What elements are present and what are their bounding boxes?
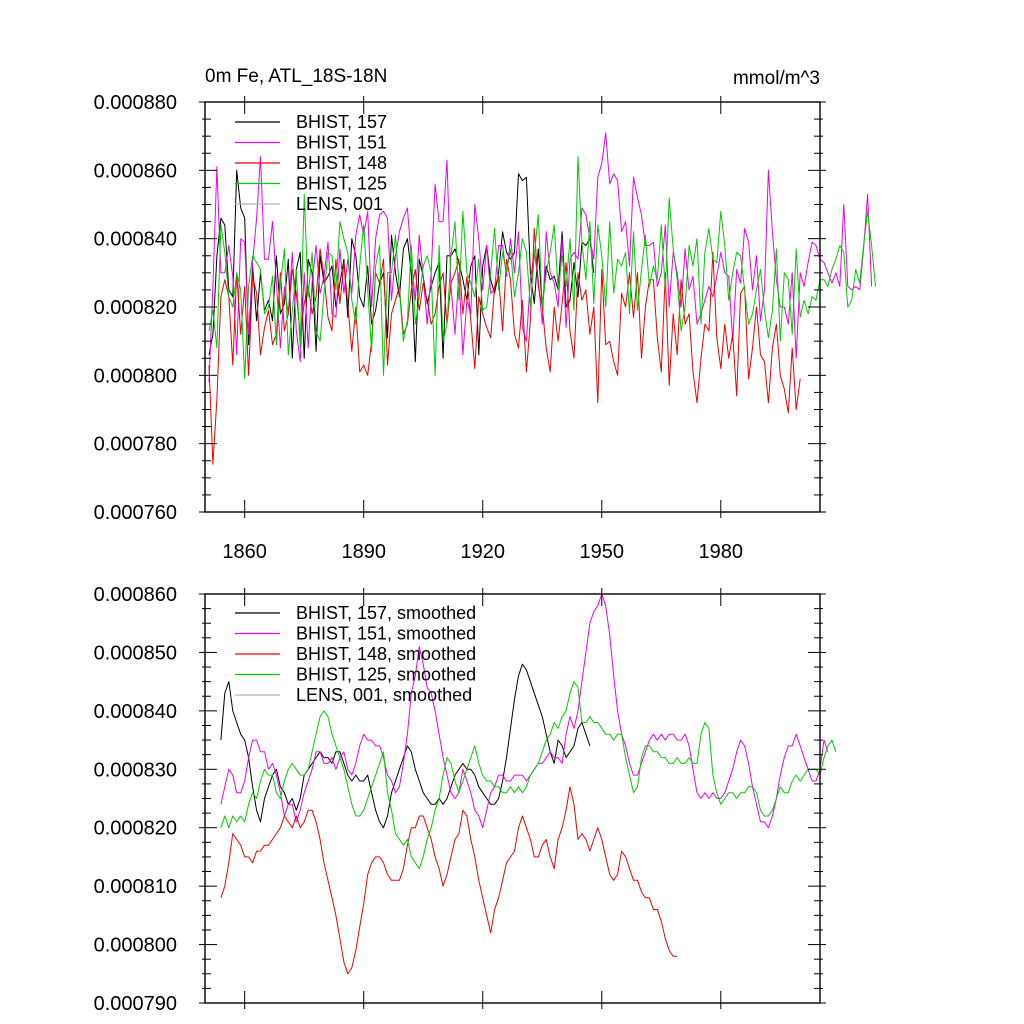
y-tick-label: 0.000850 (94, 642, 177, 664)
chart-panel-2: 0.000790 0.000800 0.000810 0.000820 0.000830… (94, 584, 837, 1015)
y-tick-label: 0.000840 (94, 229, 177, 251)
y-tick-label: 0.000840 (94, 701, 177, 723)
y-tick-label: 0.000810 (94, 876, 177, 898)
chart-title: 0m Fe, ATL_18S-18N (205, 66, 387, 87)
legend-label-4: BHIST, 125 (296, 174, 387, 194)
plot-lines (208, 132, 876, 465)
chart-units: mmol/m^3 (733, 68, 820, 89)
chart-panel-1: 1860 1890 1920 1950 1980 0.000760 0.000780 0.00… (94, 66, 876, 563)
y-tick-label: 0.000860 (94, 584, 177, 606)
x-tick-label: 1890 (341, 541, 386, 563)
x-tick-label: 1950 (580, 541, 625, 563)
legend-label-2: BHIST, 151, smoothed (296, 624, 476, 644)
legend-label-3: BHIST, 148, smoothed (296, 644, 476, 664)
legend-label-4: BHIST, 125, smoothed (296, 665, 476, 685)
y-tick-label: 0.000830 (94, 759, 177, 781)
legend-label-1: BHIST, 157 (296, 112, 387, 132)
y-tick-label: 0.000790 (94, 993, 177, 1015)
legend-label-2: BHIST, 151 (296, 133, 387, 153)
series-line-2 (208, 132, 873, 383)
series-line-3 (220, 786, 678, 975)
plot-lines (220, 593, 837, 975)
y-tick-label: 0.000820 (94, 297, 177, 319)
y-tick-label: 0.000820 (94, 818, 177, 840)
x-tick-label: 1920 (460, 541, 505, 563)
y-tick-label: 0.000880 (94, 92, 177, 114)
series-line-1 (208, 169, 595, 363)
x-tick-label: 1860 (222, 541, 267, 563)
y-tick-label: 0.000800 (94, 365, 177, 387)
series-line-2 (220, 593, 829, 829)
legend-label-1: BHIST, 157, smoothed (296, 603, 476, 623)
y-tick-label: 0.000860 (94, 160, 177, 182)
y-tick-label: 0.000800 (94, 935, 177, 957)
series-line-4 (220, 681, 837, 870)
y-tick-label: 0.000780 (94, 434, 177, 456)
y-tick-label: 0.000760 (94, 502, 177, 524)
x-tick-label: 1980 (699, 541, 744, 563)
series-line-4 (208, 156, 876, 380)
legend-label-5: LENS, 001, smoothed (296, 685, 472, 705)
legend-label-5: LENS, 001 (296, 194, 383, 214)
legend-label-3: BHIST, 148 (296, 153, 387, 173)
